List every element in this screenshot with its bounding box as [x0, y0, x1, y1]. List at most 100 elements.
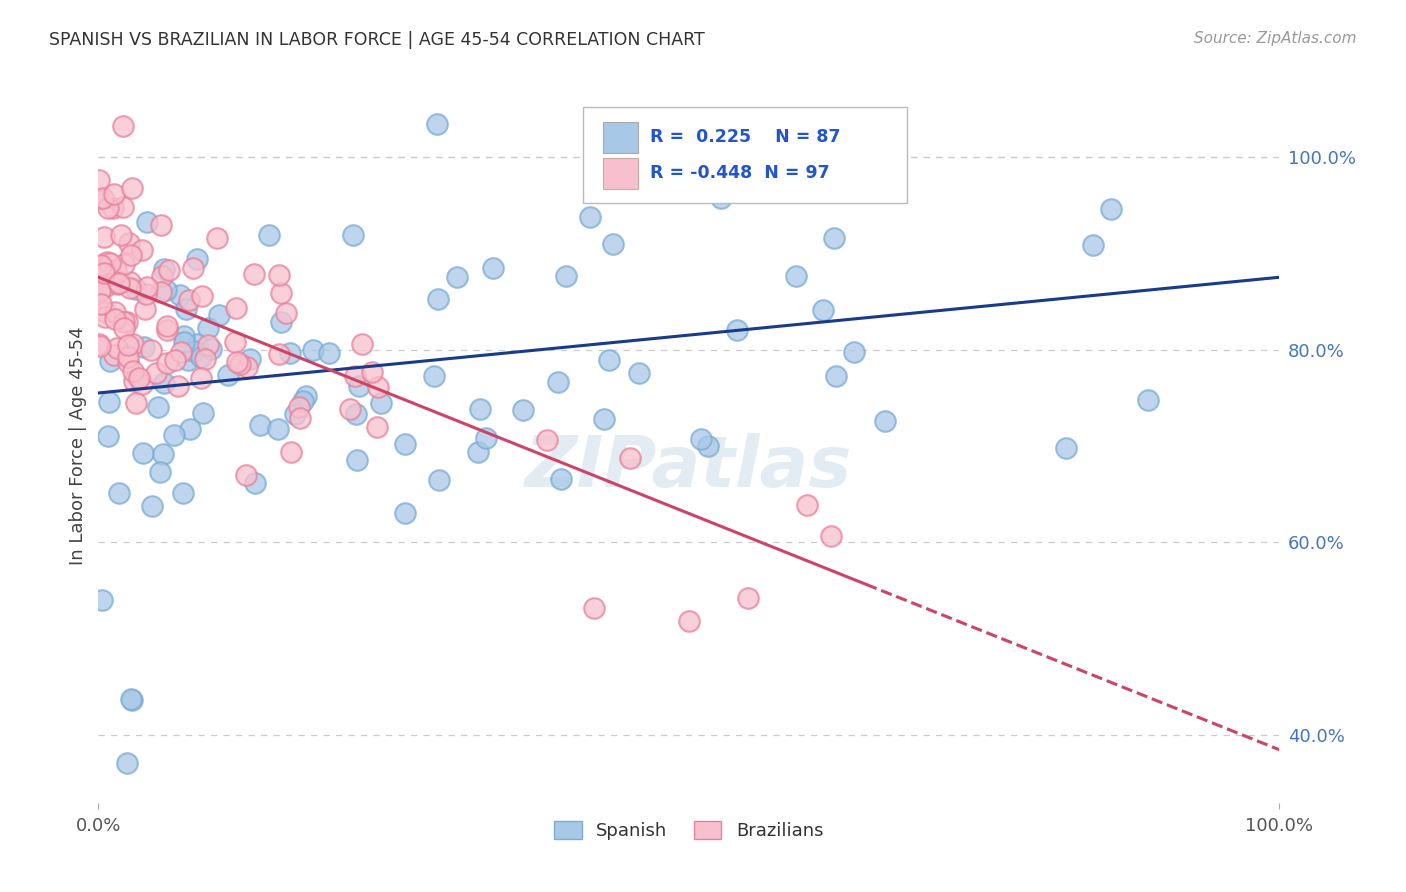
Text: SPANISH VS BRAZILIAN IN LABOR FORCE | AGE 45-54 CORRELATION CHART: SPANISH VS BRAZILIAN IN LABOR FORCE | AG…: [49, 31, 704, 49]
Point: [823, 231, 845, 245]
Text: ZIPatlas: ZIPatlas: [526, 433, 852, 502]
Point: [157, 263, 180, 277]
Point: [678, 615, 700, 629]
Point: [105, 341, 128, 355]
Point: [117, 350, 139, 364]
Point: [89, 284, 111, 298]
Point: [583, 600, 606, 615]
Point: [267, 421, 290, 435]
Point: [124, 282, 146, 296]
Point: [194, 351, 217, 366]
Point: [155, 283, 177, 297]
Point: [475, 431, 498, 445]
Point: [89, 337, 111, 351]
Point: [163, 427, 186, 442]
Point: [96, 254, 118, 268]
Point: [737, 591, 759, 605]
Point: [224, 335, 246, 350]
Point: [446, 270, 468, 285]
Point: [394, 437, 416, 451]
Point: [87, 173, 110, 187]
Point: [554, 268, 576, 283]
Point: [117, 235, 139, 250]
Point: [98, 354, 121, 368]
Point: [94, 310, 117, 324]
Point: [242, 267, 264, 281]
Point: [152, 447, 174, 461]
Point: [225, 355, 247, 369]
Point: [225, 301, 247, 315]
Point: [89, 282, 111, 296]
Point: [366, 419, 388, 434]
Point: [97, 429, 120, 443]
Point: [177, 293, 200, 307]
Point: [134, 340, 156, 354]
Point: [236, 359, 259, 374]
Point: [288, 411, 311, 425]
Point: [536, 433, 558, 447]
Point: [347, 379, 370, 393]
Point: [112, 119, 135, 133]
FancyBboxPatch shape: [582, 107, 907, 203]
Point: [149, 218, 172, 232]
Point: [427, 473, 450, 487]
Point: [602, 237, 624, 252]
Point: [177, 353, 200, 368]
Point: [267, 346, 290, 360]
Point: [98, 395, 121, 409]
Point: [288, 400, 311, 414]
Point: [512, 402, 534, 417]
Point: [170, 344, 193, 359]
Point: [115, 315, 138, 329]
Point: [104, 312, 127, 326]
Point: [179, 422, 201, 436]
Point: [193, 406, 215, 420]
Point: [710, 191, 733, 205]
Point: [156, 356, 179, 370]
Point: [91, 191, 114, 205]
Point: [107, 486, 129, 500]
Point: [824, 368, 846, 383]
Point: [218, 368, 240, 382]
Point: [153, 261, 176, 276]
Point: [117, 338, 139, 352]
Point: [111, 200, 134, 214]
Point: [90, 297, 112, 311]
Point: [108, 276, 131, 290]
Point: [270, 286, 292, 301]
Point: [141, 500, 163, 514]
Point: [173, 335, 195, 350]
Y-axis label: In Labor Force | Age 45-54: In Labor Force | Age 45-54: [69, 326, 87, 566]
Point: [120, 281, 142, 295]
Point: [112, 321, 135, 335]
Point: [93, 230, 115, 244]
Point: [811, 303, 834, 318]
Point: [844, 344, 866, 359]
Point: [94, 305, 117, 319]
FancyBboxPatch shape: [603, 122, 638, 153]
Point: [249, 417, 271, 432]
Text: Source: ZipAtlas.com: Source: ZipAtlas.com: [1194, 31, 1357, 46]
Point: [107, 277, 129, 291]
Point: [103, 186, 125, 201]
Point: [115, 756, 138, 770]
Point: [243, 476, 266, 491]
Point: [346, 453, 368, 467]
Point: [467, 445, 489, 459]
Point: [318, 346, 340, 360]
Point: [280, 444, 302, 458]
Point: [149, 285, 172, 299]
Legend: Spanish, Brazilians: Spanish, Brazilians: [547, 814, 831, 847]
Point: [619, 451, 641, 466]
Point: [593, 412, 616, 426]
Point: [284, 407, 307, 421]
Point: [344, 407, 367, 421]
Point: [96, 279, 118, 293]
Point: [339, 402, 361, 417]
Point: [1099, 202, 1122, 216]
Point: [190, 288, 212, 302]
Point: [578, 211, 600, 225]
Point: [690, 432, 713, 446]
Point: [98, 256, 121, 270]
Point: [135, 215, 157, 229]
